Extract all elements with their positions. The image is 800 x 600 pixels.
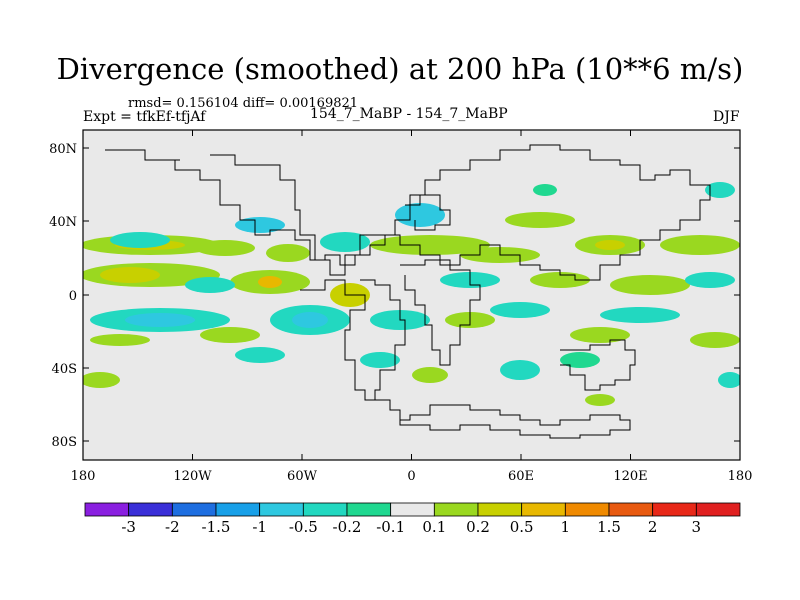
coastline-antarctica (365, 399, 631, 439)
field-region (490, 302, 550, 318)
colorbar-swatch (171, 502, 217, 517)
field-region (100, 267, 160, 283)
field-region (505, 212, 575, 228)
colorbar-label: -0.5 (289, 518, 318, 536)
field-region (412, 367, 448, 383)
field-region (90, 334, 150, 346)
colorbar-label: -0.1 (376, 518, 405, 536)
colorbar-swatch (390, 502, 435, 517)
field-region (705, 182, 735, 198)
colorbar-swatch (521, 502, 566, 517)
colorbar-swatch (215, 502, 261, 517)
colorbar-label: 2 (648, 518, 658, 536)
field-region (258, 276, 282, 288)
coastline-europe (405, 194, 451, 231)
coastline-africa (400, 259, 481, 366)
field-region (235, 347, 285, 363)
field-region (660, 235, 740, 255)
colorbar-label: 0.2 (466, 518, 490, 536)
map-title: Divergence (smoothed) at 200 hPa (10**6 … (56, 52, 744, 86)
lon-tick-label: 180 (728, 469, 753, 484)
colorbar-swatch (564, 502, 610, 517)
lat-tick-label: 80S (52, 435, 77, 450)
field-region (360, 352, 400, 368)
colorbar-label: -3 (121, 518, 136, 536)
field-region (500, 360, 540, 380)
colorbar-label: -1.5 (202, 518, 231, 536)
colorbar-swatch (84, 502, 130, 517)
lon-tick-label: 0 (407, 469, 415, 484)
lon-tick-label: 120W (173, 469, 212, 484)
field-region (685, 272, 735, 288)
colorbar-swatch (433, 502, 479, 517)
lon-tick-label: 120E (613, 469, 647, 484)
field-region (560, 352, 600, 368)
lon-tick-label: 60W (287, 469, 318, 484)
colorbar-swatch (608, 502, 654, 517)
field-region (610, 275, 690, 295)
colorbar-swatch (695, 502, 741, 517)
field-region (235, 217, 285, 233)
field-region (320, 232, 370, 252)
season-label: DJF (713, 109, 740, 125)
field-region (200, 327, 260, 343)
field-region (185, 277, 235, 293)
colorbar: -3 -2 -1.5 -1 -0.5 -0.2 -0.1 0.1 0.2 0.5 1 1.5 2 3 (84, 502, 741, 536)
colorbar-label: 3 (692, 518, 702, 536)
colorbar-label: -2 (165, 518, 180, 536)
stats-text: rmsd= 0.156104 diff= 0.00169821 (128, 96, 359, 111)
lat-tick-label: 0 (69, 289, 77, 304)
field-region (690, 332, 740, 348)
coastline-australia (560, 339, 636, 391)
field-region (718, 372, 740, 388)
experiment-label: Expt = tfkEf-tfjAf (83, 109, 206, 125)
colorbar-label: 0.5 (510, 518, 534, 536)
colorbar-swatch (346, 502, 392, 517)
axis-ticks (82, 130, 741, 460)
colorbar-swatch (259, 502, 304, 517)
map-subtitle: 154_7_MaBP - 154_7_MaBP (310, 106, 508, 122)
field-region (125, 313, 195, 327)
map-background (83, 130, 740, 460)
colorbar-label: 1.5 (597, 518, 621, 536)
field-region (595, 240, 625, 250)
field-region (395, 203, 445, 227)
field-region (570, 327, 630, 343)
field-region (83, 372, 120, 388)
lon-tick-label: 180 (71, 469, 96, 484)
lon-tick-label: 60E (508, 469, 534, 484)
lat-tick-label: 40S (52, 362, 77, 377)
coastlines (105, 144, 711, 439)
field-region (292, 312, 328, 328)
colorbar-label: 0.1 (422, 518, 446, 536)
colorbar-label: -0.2 (333, 518, 362, 536)
colorbar-label: 1 (561, 518, 571, 536)
lat-tick-label: 40N (49, 215, 77, 230)
field-region (533, 184, 557, 196)
colorbar-swatch (302, 502, 348, 517)
field-region (585, 394, 615, 406)
coastline-northern (105, 144, 711, 281)
colorbar-label: -1 (252, 518, 267, 536)
colorbar-swatch (477, 502, 523, 517)
field-region (600, 307, 680, 323)
field-region (110, 232, 170, 248)
divergence-field (83, 182, 740, 406)
colorbar-swatch (652, 502, 697, 517)
colorbar-swatch (128, 502, 173, 517)
field-region (195, 240, 255, 256)
field-region (266, 244, 310, 262)
lat-tick-label: 80N (49, 142, 77, 157)
